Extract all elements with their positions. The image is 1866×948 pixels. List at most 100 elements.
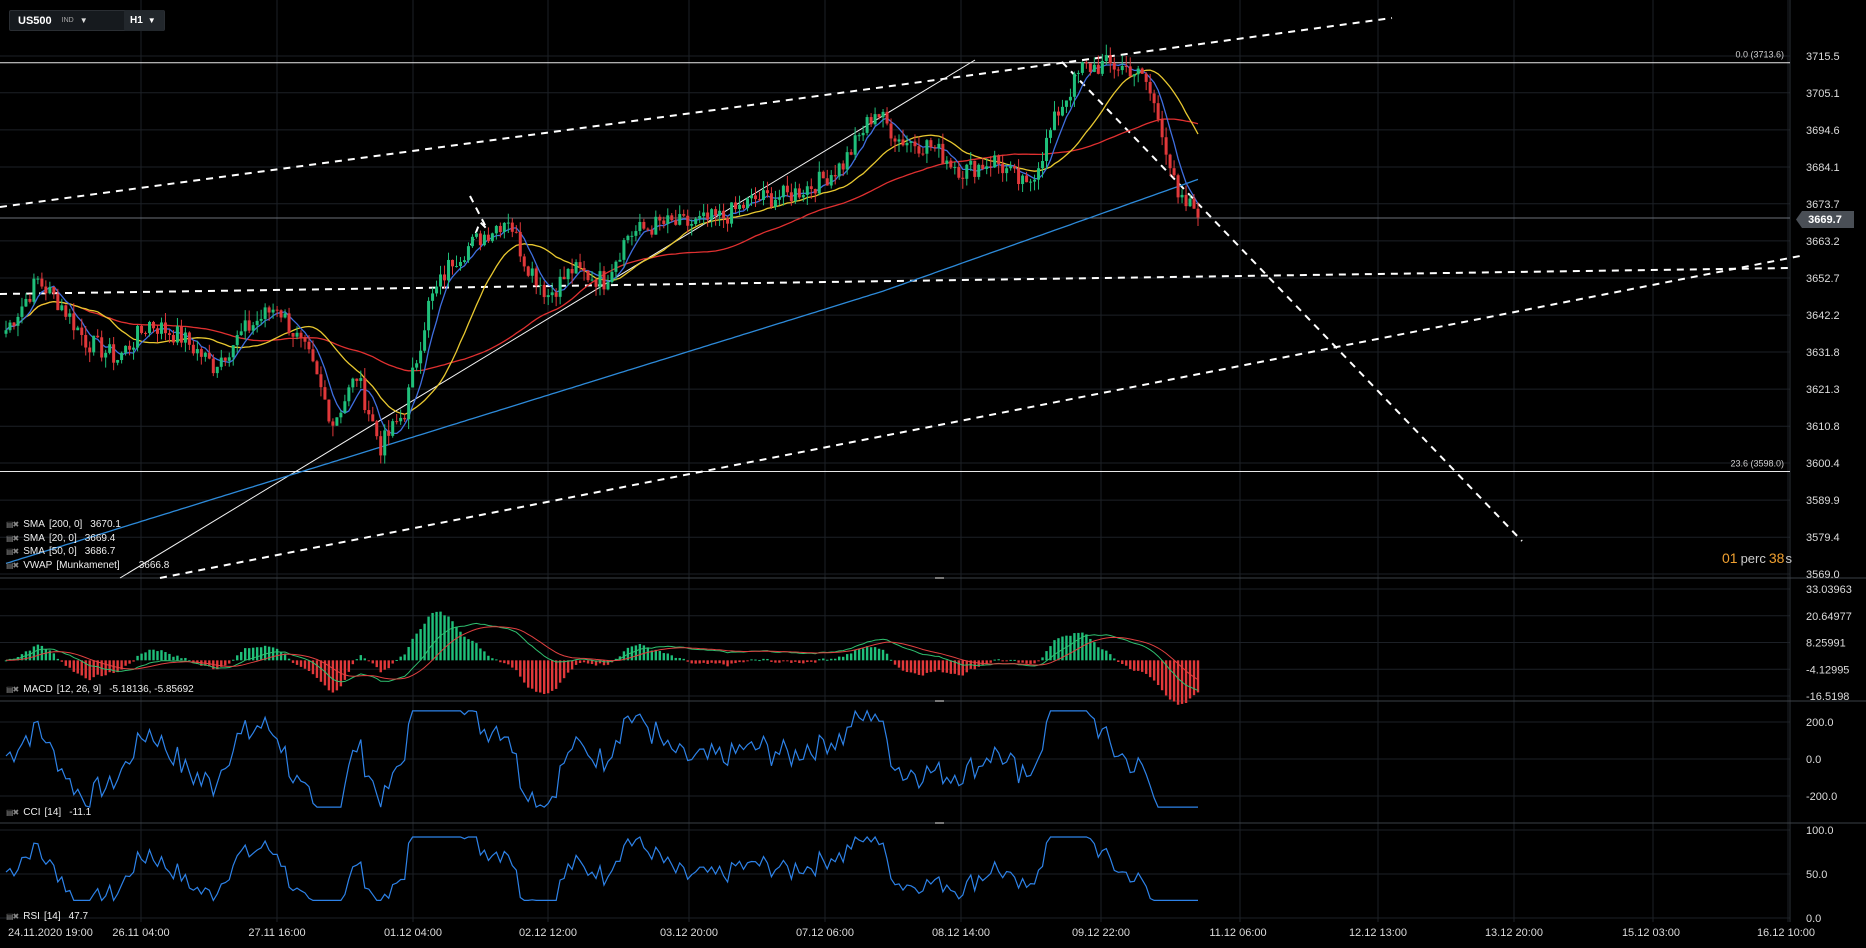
indicator-settings-icon[interactable]: ▤✖ <box>6 684 19 694</box>
candle-body <box>215 366 219 374</box>
indicator-settings-icon[interactable]: ▤✖ <box>6 546 19 556</box>
macd-histogram-bar <box>933 660 937 672</box>
candle-body <box>765 190 769 194</box>
candle-body <box>722 210 726 219</box>
legend-macd[interactable]: ▤✖ MACD [12, 26, 9] -5.18136, -5.85692 <box>6 683 194 695</box>
macd-histogram-bar <box>790 660 793 663</box>
legend-cci[interactable]: ▤✖ CCI [14] -11.1 <box>6 806 92 818</box>
macd-histogram-bar <box>375 660 378 668</box>
macd-histogram-bar <box>730 660 733 664</box>
macd-histogram-bar <box>1168 660 1172 700</box>
candle-body <box>777 197 781 200</box>
candle-body <box>435 286 439 294</box>
candle-body <box>84 335 88 348</box>
legend-sma20[interactable]: ▤✖ SMA [20, 0] 3669.4 <box>6 532 116 544</box>
macd-histogram-bar <box>1065 635 1068 661</box>
legend-sma200[interactable]: ▤✖ SMA [200, 0] 3670.1 <box>6 518 121 530</box>
macd-histogram-bar <box>690 660 693 664</box>
candle-body <box>335 417 339 426</box>
indicator-settings-icon[interactable]: ▤✖ <box>6 807 19 817</box>
candle-body <box>411 367 415 388</box>
indicator-settings-icon[interactable]: ▤✖ <box>6 533 19 543</box>
macd-histogram-bar <box>786 660 789 662</box>
candle-body <box>1164 137 1168 155</box>
candle-body <box>478 233 482 246</box>
macd-histogram-bar <box>1164 660 1168 696</box>
candle-body <box>805 186 809 195</box>
indicator-settings-icon[interactable]: ▤✖ <box>6 560 19 570</box>
candle-body <box>175 326 179 343</box>
candle-body <box>391 421 395 436</box>
candle-body <box>275 309 279 311</box>
candle-body <box>1152 93 1156 104</box>
candle-body <box>279 310 283 318</box>
macd-histogram-bar <box>503 660 506 664</box>
macd-histogram-bar <box>415 633 418 661</box>
candle-body <box>243 320 247 332</box>
candle-body <box>351 378 355 388</box>
macd-histogram-bar <box>184 657 187 661</box>
macd-histogram-bar <box>957 660 961 676</box>
legend-sma50[interactable]: ▤✖ SMA [50, 0] 3686.7 <box>6 545 116 557</box>
macd-histogram-bar <box>1113 658 1116 661</box>
candle-body <box>510 222 514 232</box>
timeframe-selector[interactable]: H1 ▼ <box>124 10 164 31</box>
macd-histogram-bar <box>156 651 159 661</box>
price-axis-label: 3694.6 <box>1806 125 1840 137</box>
macd-histogram-bar <box>674 657 677 661</box>
candle-body <box>144 332 148 334</box>
macd-histogram-bar <box>1053 640 1056 661</box>
candle-body <box>857 135 861 137</box>
candle-body <box>1104 55 1108 61</box>
macd-histogram-bar <box>56 658 60 661</box>
candle-body <box>80 327 84 336</box>
candle-body <box>1192 198 1196 209</box>
macd-histogram-bar <box>291 660 295 663</box>
indicator-settings-icon[interactable]: ▤✖ <box>6 911 19 921</box>
macd-histogram-bar <box>28 650 32 661</box>
macd-histogram-bar <box>686 660 689 662</box>
candle-body <box>1037 168 1041 180</box>
candle-body <box>451 259 455 267</box>
macd-histogram-bar <box>590 660 594 665</box>
candle-body <box>702 212 706 217</box>
candle-body <box>1096 64 1100 74</box>
candle-body <box>570 268 574 274</box>
candle-body <box>885 111 889 124</box>
macd-histogram-bar <box>347 660 351 672</box>
candle-body <box>1168 154 1172 169</box>
macd-histogram-bar <box>1097 647 1100 661</box>
macd-histogram-bar <box>985 660 988 664</box>
candle-body <box>16 316 20 326</box>
candle-body <box>36 278 40 280</box>
candle-body <box>315 361 319 375</box>
candle-body <box>195 349 199 354</box>
macd-histogram-bar <box>411 638 414 661</box>
macd-histogram-bar <box>172 656 175 661</box>
macd-histogram-bar <box>343 660 347 680</box>
macd-histogram-bar <box>1105 650 1108 661</box>
macd-histogram-bar <box>483 651 486 661</box>
macd-histogram-bar <box>1109 654 1112 661</box>
macd-histogram-bar <box>1033 660 1036 664</box>
candle-body <box>1041 160 1045 169</box>
cci-axis-label: 200.0 <box>1806 717 1834 729</box>
indicator-settings-icon[interactable]: ▤✖ <box>6 519 19 529</box>
candle-body <box>371 414 375 422</box>
macd-histogram-bar <box>806 660 809 663</box>
legend-vwap[interactable]: ▤✖ VWAP [Munkamenet] 3666.8 <box>6 559 170 571</box>
macd-histogram-bar <box>1160 660 1164 691</box>
macd-histogram-bar <box>550 660 554 691</box>
macd-histogram-bar <box>1001 660 1004 662</box>
macd-histogram-bar <box>240 651 243 661</box>
legend-rsi[interactable]: ▤✖ RSI [14] 47.7 <box>6 910 89 922</box>
macd-histogram-bar <box>794 660 797 662</box>
macd-histogram-bar <box>263 645 267 661</box>
time-axis-label: 11.12 06:00 <box>1209 927 1266 939</box>
candle-body <box>331 421 335 426</box>
candle-body <box>1116 69 1120 71</box>
candle-body <box>44 286 48 294</box>
macd-histogram-bar <box>160 650 163 661</box>
macd-histogram-bar <box>1009 659 1012 661</box>
